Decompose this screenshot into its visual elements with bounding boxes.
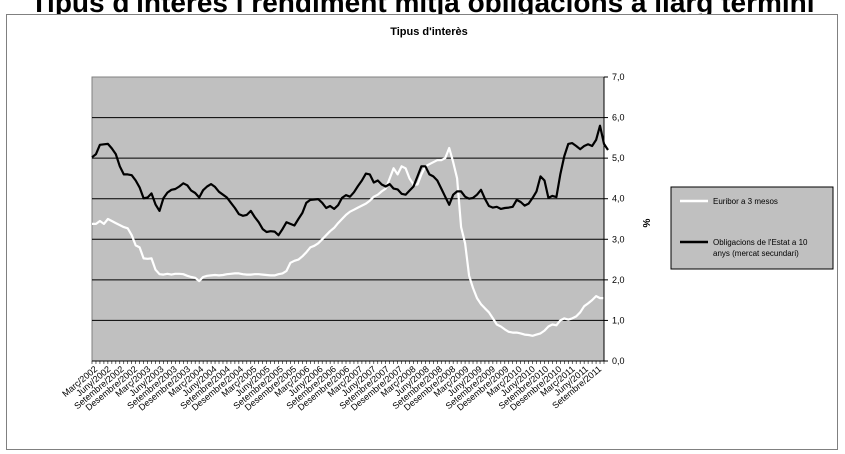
- y-tick-label: 1,0: [612, 315, 625, 325]
- legend-label-euribor: Euribor a 3 mesos: [713, 197, 778, 206]
- series-line-bonds: [91, 124, 609, 237]
- y-tick-label: 6,0: [612, 113, 625, 123]
- chart-title: Tipus d'interès: [390, 26, 468, 38]
- y-axis: 0,0 1,0 2,0 3,0 4,0 5,0 6,0 7,0: [603, 72, 625, 366]
- y-tick-label: 2,0: [612, 275, 625, 285]
- y-axis-label: %: [642, 218, 653, 227]
- x-axis: Març/2002Juny/2002Setembre/2002Desembre/…: [60, 360, 605, 413]
- line-chart: Tipus d'interès 0,0 1,0 2,0 3,0 4,0 5,0 6,0 7,0…: [60, 26, 834, 413]
- y-tick-label: 7,0: [612, 72, 625, 82]
- page-heading: Tipus d'interès i rendiment mitjà obliga…: [30, 0, 815, 18]
- y-tick-label: 3,0: [612, 234, 625, 244]
- plot-area: [91, 76, 605, 362]
- legend-label-bonds: Obligacions de l'Estat a 10 anys (mercat…: [713, 238, 810, 258]
- chart-frame: Tipus d'interès 0,0 1,0 2,0 3,0 4,0 5,0 6,0 7,0…: [6, 14, 838, 450]
- y-tick-label: 0,0: [612, 356, 625, 366]
- legend: Euribor a 3 mesos Obligacions de l'Estat…: [670, 186, 834, 270]
- y-tick-label: 5,0: [612, 153, 625, 163]
- gridlines: [92, 117, 604, 321]
- series-line-euribor: [92, 146, 604, 337]
- series-layer: [91, 124, 609, 337]
- y-tick-label: 4,0: [612, 194, 625, 204]
